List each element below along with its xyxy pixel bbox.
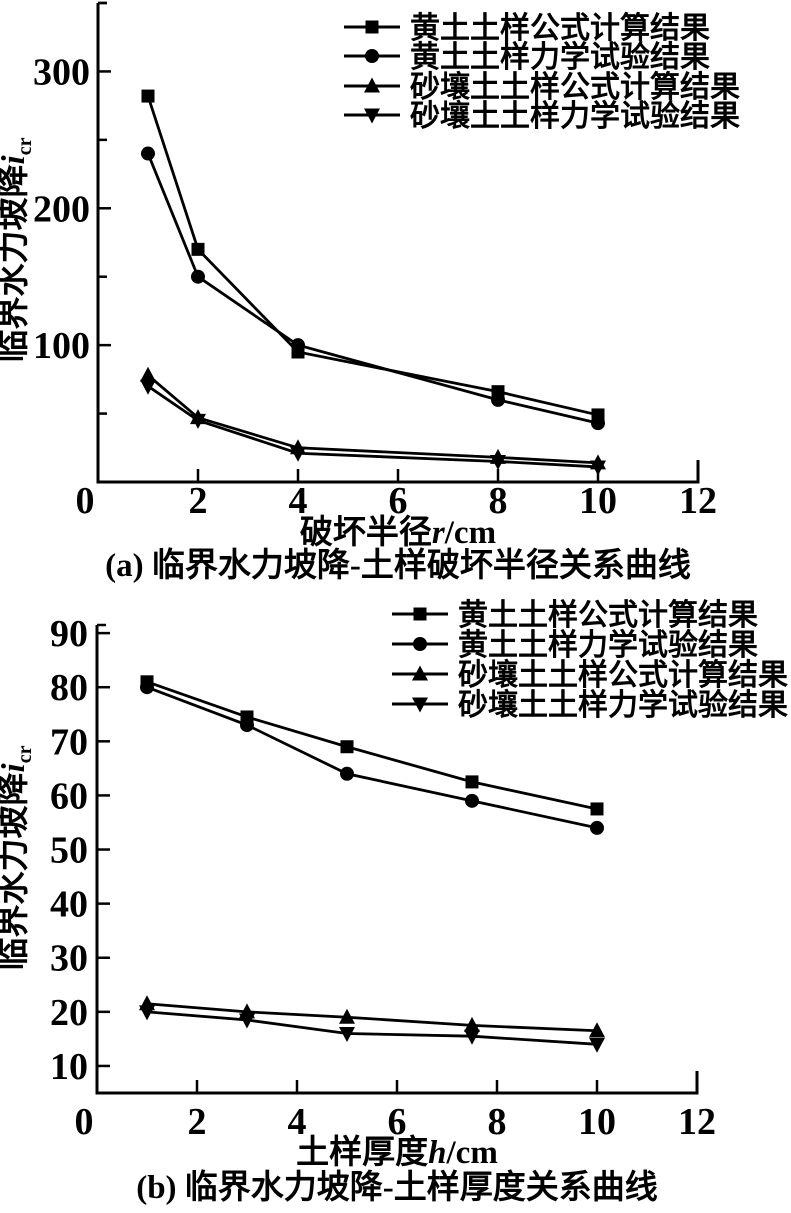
marker-triangle-up <box>339 1008 355 1024</box>
legend-label: 黄土土样力学试验结果 <box>410 40 710 74</box>
marker-triangle-down <box>490 454 506 470</box>
legend-label: 砂壤土土样公式计算结果 <box>458 658 788 692</box>
x-tick-label: 6 <box>389 480 408 522</box>
x-tick-label: 10 <box>579 480 617 522</box>
y-tick-label: 10 <box>50 1046 88 1088</box>
x-axis-label: 土样厚度h/cm <box>296 1134 498 1171</box>
marker-circle <box>191 269 205 284</box>
marker-triangle-down <box>139 1005 155 1021</box>
x-tick-label: 10 <box>578 1101 616 1143</box>
x-tick-label: 6 <box>388 1101 407 1143</box>
y-tick-label: 20 <box>50 992 88 1034</box>
y-tick-label: 30 <box>50 938 88 980</box>
y-axis-label-variable: i <box>0 154 32 164</box>
marker-triangle-down <box>140 379 156 395</box>
x-axis-label-unit: /cm <box>446 1135 498 1171</box>
x-axis-label: 破坏半径r/cm <box>300 514 496 551</box>
legend-label: 砂壤土土样公式计算结果 <box>410 70 740 104</box>
x-tick-label: 12 <box>678 1101 716 1143</box>
y-tick-label: 300 <box>33 51 90 93</box>
marker-circle <box>590 820 604 835</box>
legend-label: 砂壤土土样力学试验结果 <box>410 99 740 133</box>
y-axis-label-text: 临界水力坡降 <box>0 163 32 362</box>
marker-triangle-down <box>290 446 306 462</box>
y-axis-label-subscript: cr <box>14 137 36 155</box>
marker-circle <box>491 392 505 407</box>
marker-circle <box>591 416 605 431</box>
marker-triangle-down <box>590 460 606 476</box>
y-axis-label: 临界水力坡降icr <box>0 745 36 970</box>
x-tick-label: 4 <box>289 480 308 522</box>
x-axis-label-text: 破坏半径 <box>300 514 432 551</box>
marker-triangle-down <box>589 1037 605 1053</box>
marker-circle <box>140 680 154 695</box>
y-tick-label: 60 <box>50 775 88 817</box>
marker-triangle-up <box>140 366 156 382</box>
x-tick-label: 8 <box>489 480 508 522</box>
chart-caption: (b) 临界水力坡降-土样厚度关系曲线 <box>136 1169 658 1206</box>
marker-circle <box>340 766 354 781</box>
marker-triangle-down <box>190 413 206 429</box>
legend-label: 黄土土样公式计算结果 <box>410 11 710 45</box>
marker-circle <box>141 146 155 161</box>
legend-label: 黄土土样力学试验结果 <box>458 628 758 662</box>
x-axis-label-variable: r <box>432 515 446 551</box>
y-axis-label: 临界水力坡降icr <box>0 137 36 362</box>
y-tick-label: 100 <box>33 325 90 367</box>
y-tick-label: 90 <box>50 613 88 655</box>
marker-triangle-down <box>464 1029 480 1045</box>
marker-square <box>141 89 155 103</box>
marker-triangle-up <box>412 665 428 681</box>
marker-square <box>191 242 205 256</box>
marker-circle <box>413 637 427 651</box>
y-tick-label: 80 <box>50 667 88 709</box>
legend-label: 砂壤土土样力学试验结果 <box>458 688 788 722</box>
x-tick-label: 0 <box>75 1101 94 1143</box>
marker-circle <box>240 718 254 733</box>
y-axis-label-text: 临界水力坡降 <box>0 771 32 970</box>
series-line-1 <box>146 153 599 425</box>
marker-circle <box>291 338 305 353</box>
x-tick-label: 2 <box>189 480 208 522</box>
x-axis-label-text: 土样厚度 <box>296 1134 428 1171</box>
marker-triangle-down <box>239 1013 255 1029</box>
y-tick-label: 70 <box>50 721 88 763</box>
y-axis-label-subscript: cr <box>14 745 36 763</box>
marker-square <box>465 775 479 789</box>
legend-label: 黄土土样公式计算结果 <box>458 598 758 632</box>
x-axis-label-unit: /cm <box>444 515 496 551</box>
x-tick-label: 2 <box>188 1101 207 1143</box>
x-tick-label: 12 <box>679 480 717 522</box>
marker-square <box>413 607 427 621</box>
chart-a: 100 200 300 0 2 4 6 8 10 12 黄土土样公式计算结果黄土土样力学试验结果砂壤… <box>0 1 740 584</box>
x-tick-label: 4 <box>288 1101 307 1143</box>
marker-circle <box>465 793 479 808</box>
y-axis-label-variable: i <box>0 762 32 772</box>
y-tick-label: 50 <box>50 830 88 872</box>
y-tick-label: 40 <box>50 884 88 926</box>
marker-triangle-down <box>412 697 428 713</box>
y-tick-label: 200 <box>33 188 90 230</box>
marker-square <box>340 740 354 754</box>
x-tick-label: 0 <box>76 480 95 522</box>
marker-circle <box>365 49 379 63</box>
chart-caption: (a) 临界水力坡降-土样破坏半径关系曲线 <box>105 547 691 584</box>
x-axis-label-variable: h <box>428 1135 446 1171</box>
series-line-2 <box>147 374 599 465</box>
marker-square <box>590 802 604 816</box>
marker-triangle-down <box>339 1026 355 1042</box>
chart-b: 10 20 30 40 50 60 70 80 90 0 2 4 6 8 10 12 黄土土样公式计算结果黄土土… <box>0 598 788 1206</box>
marker-triangle-down <box>364 108 380 124</box>
x-tick-label: 8 <box>488 1101 507 1143</box>
marker-square <box>365 20 379 34</box>
marker-triangle-up <box>364 77 380 93</box>
marker-triangle-up <box>589 1022 605 1038</box>
marker-triangle-up <box>464 1016 480 1032</box>
